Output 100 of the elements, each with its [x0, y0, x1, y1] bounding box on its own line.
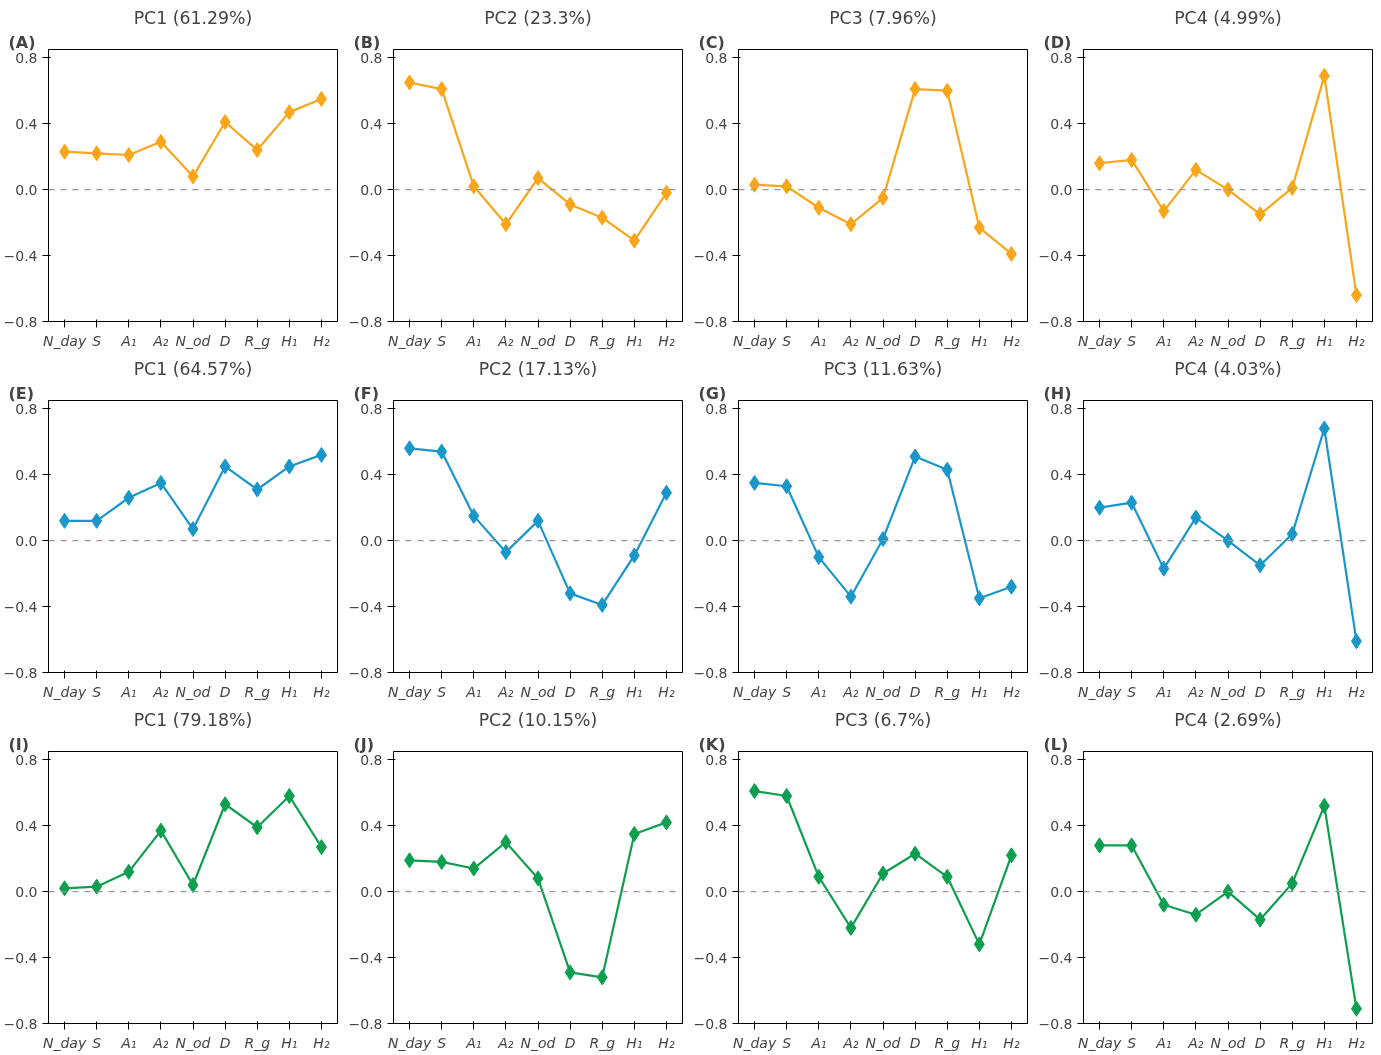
category-label: H₂ [1348, 332, 1365, 349]
category-label: R_g [934, 332, 961, 349]
category-label: H₂ [313, 1034, 330, 1051]
category-label: H₂ [658, 1034, 675, 1051]
category-label: S [782, 683, 792, 700]
y-tick-label: 0.4 [1050, 817, 1073, 834]
category-label: R_g [1279, 1034, 1306, 1051]
y-tick-label: −0.4 [1038, 598, 1073, 615]
y-tick-label: 0.4 [360, 817, 383, 834]
category-label: R_g [1279, 683, 1306, 700]
category-label: R_g [244, 1034, 271, 1051]
category-label: D [909, 683, 921, 700]
category-label: S [92, 332, 102, 349]
y-tick-label: 0.0 [360, 883, 383, 900]
category-label: D [1254, 683, 1266, 700]
category-label: H₂ [1003, 1034, 1020, 1051]
category-label: H₁ [626, 683, 643, 700]
text: (E) [8, 383, 35, 403]
chart-title: PC4 (2.69%) [1174, 709, 1282, 730]
category-label: A₂ [1188, 332, 1204, 349]
y-tick-label: −0.4 [3, 598, 38, 615]
y-tick-label: −0.8 [3, 313, 38, 330]
y-tick-label: 0.4 [15, 115, 38, 132]
category-label: D [564, 683, 576, 700]
category-label: A₁ [811, 1034, 827, 1051]
y-tick-label: −0.4 [3, 247, 38, 264]
category-label: D [909, 1034, 921, 1051]
category-label: A₂ [843, 332, 859, 349]
category-label: A₁ [1156, 683, 1172, 700]
y-tick-label: −0.8 [3, 664, 38, 681]
category-label: R_g [934, 1034, 961, 1051]
category-label: A₂ [498, 1034, 514, 1051]
category-label: R_g [589, 1034, 616, 1051]
category-label: A₁ [121, 683, 137, 700]
category-label: N_od [520, 683, 556, 700]
category-label: H₁ [971, 1034, 988, 1051]
category-label: A₂ [498, 683, 514, 700]
chart-title: PC1 (64.57%) [133, 358, 253, 379]
category-label: S [1127, 332, 1137, 349]
category-label: D [564, 1034, 576, 1051]
chart-title: PC4 (4.03%) [1174, 358, 1282, 379]
category-label: H₂ [658, 683, 675, 700]
y-tick-label: −0.8 [348, 1015, 383, 1032]
category-label: N_od [865, 683, 901, 700]
category-label: N_od [175, 1034, 211, 1051]
category-label: A₂ [498, 332, 514, 349]
category-label: H₁ [281, 1034, 298, 1051]
category-label: A₁ [1156, 1034, 1172, 1051]
y-tick-label: −0.8 [3, 1015, 38, 1032]
category-label: A₂ [843, 1034, 859, 1051]
chart-title: PC1 (61.29%) [133, 7, 253, 28]
text: (I) [8, 734, 30, 754]
category-label: A₁ [811, 332, 827, 349]
y-tick-label: 0.4 [705, 817, 728, 834]
category-label: D [219, 332, 231, 349]
chart-title: PC1 (79.18%) [133, 709, 253, 730]
text: (K) [698, 734, 726, 754]
category-label: A₂ [1188, 683, 1204, 700]
category-label: A₁ [121, 332, 137, 349]
y-tick-label: −0.8 [1038, 1015, 1073, 1032]
y-tick-label: 0.0 [360, 181, 383, 198]
category-label: N_od [520, 1034, 556, 1051]
category-label: S [437, 1034, 447, 1051]
y-tick-label: −0.4 [348, 247, 383, 264]
chart-title: PC2 (17.13%) [478, 358, 598, 379]
y-tick-label: −0.4 [1038, 949, 1073, 966]
category-label: N_day [1077, 683, 1122, 700]
text: (A) [8, 32, 36, 52]
y-tick-label: −0.8 [693, 664, 728, 681]
category-label: N_day [387, 683, 432, 700]
category-label: S [782, 332, 792, 349]
category-label: N_od [865, 332, 901, 349]
category-label: D [564, 332, 576, 349]
category-label: H₁ [971, 683, 988, 700]
y-tick-label: 0.4 [705, 115, 728, 132]
category-label: S [1127, 683, 1137, 700]
category-label: N_od [1210, 1034, 1246, 1051]
category-label: R_g [1279, 332, 1306, 349]
category-label: R_g [589, 332, 616, 349]
y-tick-label: 0.0 [1050, 532, 1073, 549]
y-tick-label: −0.4 [3, 949, 38, 966]
y-tick-label: 0.0 [360, 532, 383, 549]
category-label: H₂ [658, 332, 675, 349]
category-label: H₁ [281, 683, 298, 700]
chart-title: PC2 (10.15%) [478, 709, 598, 730]
text: (L) [1043, 734, 1069, 754]
category-label: A₂ [153, 1034, 169, 1051]
chart-title: PC3 (6.7%) [834, 709, 932, 730]
category-label: R_g [244, 683, 271, 700]
category-label: D [1254, 1034, 1266, 1051]
y-tick-label: 0.4 [1050, 466, 1073, 483]
category-label: A₂ [153, 683, 169, 700]
category-label: N_day [732, 1034, 777, 1051]
category-label: N_od [865, 1034, 901, 1051]
category-label: D [219, 683, 231, 700]
category-label: A₂ [1188, 1034, 1204, 1051]
category-label: N_od [175, 332, 211, 349]
y-tick-label: 0.4 [1050, 115, 1073, 132]
category-label: S [92, 683, 102, 700]
category-label: N_day [732, 332, 777, 349]
